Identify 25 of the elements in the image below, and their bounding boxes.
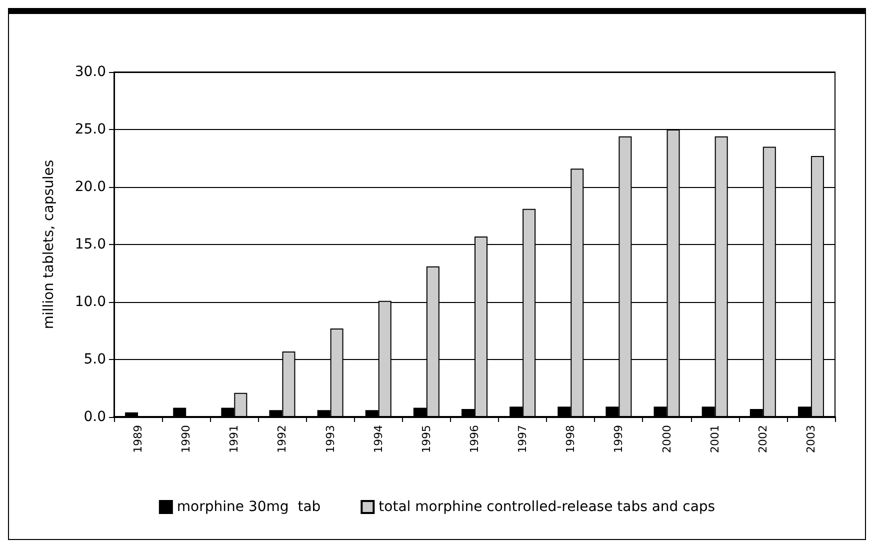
y-tick-label: 30.0 [74,64,106,80]
x-tick-label: 2000 [660,425,674,453]
y-tick-label: 20.0 [74,179,106,195]
x-tick-label: 1997 [516,425,530,453]
x-tick-label: 1994 [372,425,385,453]
x-tick-label: 1992 [276,425,289,453]
x-tick-label: 1995 [420,425,433,453]
y-tick-label: 15.0 [74,236,106,252]
y-tick-label: 25.0 [74,122,106,138]
x-tick-label: 2002 [756,425,770,453]
y-axis-title: million tablets, capsules [41,160,57,330]
x-tick-label: 2001 [708,425,722,453]
y-tick-label: 10.0 [74,294,106,310]
x-tick-label: 1999 [612,425,626,453]
x-tick-label: 1998 [564,425,578,453]
y-tick-label: 5.0 [84,352,106,368]
x-tick-label: 1991 [228,425,241,453]
legend-label: total morphine controlled-release tabs and caps [378,499,716,515]
y-tick-label: 0.0 [84,409,106,425]
x-tick-label: 1996 [468,425,481,453]
legend-label: morphine 30mg tab [176,499,321,515]
x-tick-label: 1990 [180,425,193,453]
x-tick-label: 1989 [132,425,145,453]
x-tick-label: 2003 [804,425,818,453]
x-tick-label: 1993 [324,425,337,453]
